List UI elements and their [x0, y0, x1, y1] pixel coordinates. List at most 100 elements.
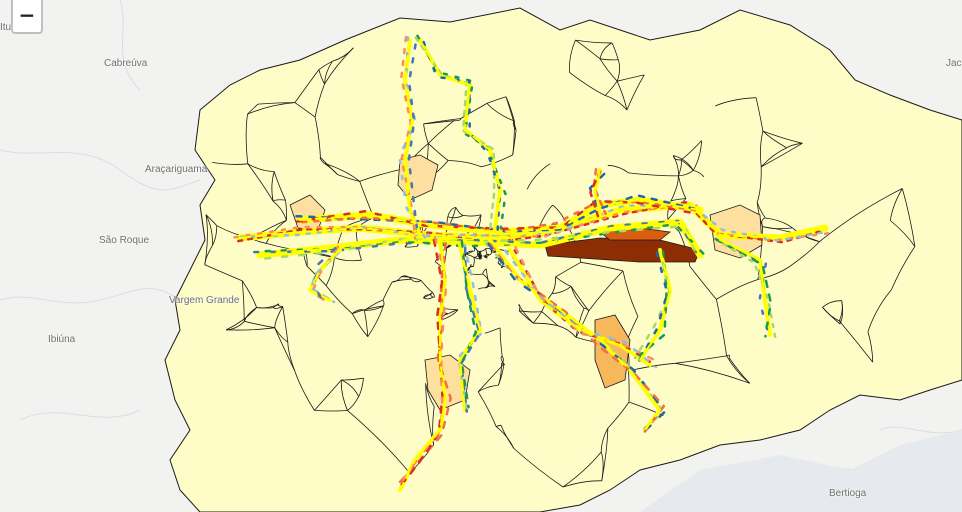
municipal-border [257, 102, 295, 105]
municipal-border [314, 83, 325, 118]
municipal-border [716, 279, 759, 300]
route-segment [416, 34, 507, 230]
municipal-border [282, 306, 289, 342]
municipal-border [761, 217, 766, 227]
municipal-border [241, 280, 257, 308]
municipal-border [500, 425, 515, 449]
municipal-border [505, 96, 515, 122]
route-segment [589, 170, 602, 218]
municipal-border [479, 251, 482, 254]
municipal-border [617, 74, 645, 82]
municipal-border [551, 286, 572, 294]
municipal-border [760, 147, 787, 168]
route-segment [489, 242, 666, 433]
municipal-border [607, 164, 629, 174]
municipal-border [324, 61, 333, 84]
municipal-border [601, 428, 609, 481]
municipal-border [341, 379, 359, 397]
municipal-border [482, 268, 487, 275]
municipal-border [247, 163, 275, 172]
municipal-border [274, 327, 296, 371]
municipal-border [271, 171, 275, 202]
municipal-border [486, 268, 489, 281]
municipal-border [526, 163, 551, 190]
municipal-border [762, 130, 787, 149]
zoom-out-button[interactable]: − [11, 0, 43, 34]
municipal-border [562, 480, 602, 488]
municipal-border [477, 384, 499, 393]
municipal-border [294, 102, 316, 118]
municipal-border [477, 253, 481, 256]
municipal-border [272, 200, 287, 221]
municipal-border [513, 448, 564, 488]
municipal-border [432, 292, 435, 298]
place-label-bertioga: Bertioga [829, 488, 867, 499]
municipal-border [465, 250, 474, 256]
municipal-border [337, 174, 360, 182]
municipal-border [391, 278, 412, 283]
municipal-border [205, 214, 218, 226]
municipal-border [626, 74, 645, 111]
municipal-border [611, 42, 619, 60]
municipal-border [570, 286, 585, 309]
municipal-border [294, 370, 315, 411]
municipal-border [273, 306, 283, 309]
municipal-border [562, 451, 602, 488]
municipal-border [358, 378, 364, 397]
municipal-border [447, 215, 464, 219]
municipal-border [478, 255, 482, 259]
municipal-border [890, 220, 916, 247]
municipal-border [600, 427, 609, 453]
municipal-border [605, 95, 628, 111]
place-label-ibiuna: Ibiúna [48, 334, 76, 345]
municipal-border [314, 117, 321, 158]
municipal-border [447, 207, 456, 217]
municipal-border [401, 276, 422, 281]
municipal-border [241, 280, 245, 322]
municipal-border [464, 253, 474, 258]
municipal-border [678, 170, 694, 177]
municipal-border [285, 200, 287, 221]
route-segment [233, 202, 833, 242]
municipal-border [901, 188, 916, 247]
municipal-border [323, 162, 338, 175]
route-segment [513, 249, 657, 367]
route-segment [714, 237, 773, 338]
municipal-border [555, 276, 572, 287]
municipal-border [839, 320, 874, 363]
route-segment [407, 43, 419, 235]
municipal-border [324, 162, 360, 182]
municipal-border [325, 257, 335, 286]
municipal-border [555, 261, 581, 278]
route-highlight [509, 249, 651, 366]
municipal-border [680, 159, 694, 171]
municipal-border [539, 204, 553, 227]
route-segment [504, 249, 658, 369]
municipal-border [551, 276, 557, 294]
municipal-border [670, 175, 679, 201]
metro-region [164, 7, 962, 512]
route-highlight [639, 249, 672, 361]
municipal-border [761, 142, 803, 168]
route-segment [592, 168, 607, 216]
municipal-border [588, 270, 624, 312]
route-segment [252, 219, 698, 254]
route-segment [638, 251, 669, 362]
municipal-border [890, 246, 916, 291]
municipal-border [278, 304, 283, 307]
municipal-border [716, 299, 727, 356]
municipal-border [341, 377, 364, 381]
route-highlight [419, 39, 502, 231]
municipal-border [822, 307, 840, 322]
municipal-border [628, 172, 679, 177]
municipal-border [693, 170, 705, 178]
municipal-border [728, 357, 750, 384]
municipal-border [819, 188, 903, 242]
municipal-border [274, 306, 284, 328]
place-label-jacarei: Jacareí [946, 58, 962, 69]
municipal-border [755, 97, 764, 132]
municipal-border [423, 292, 433, 299]
municipal-border [726, 354, 730, 358]
